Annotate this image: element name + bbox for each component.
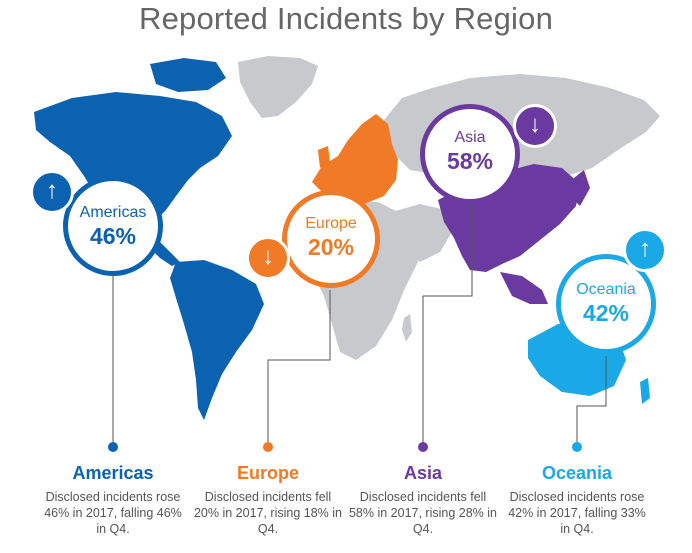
europe-dot xyxy=(263,442,273,452)
americas-dot xyxy=(108,442,118,452)
americas-callout: Americas 46% xyxy=(63,176,163,276)
europe-callout: Europe 20% xyxy=(282,190,380,288)
oceania-callout-name: Oceania xyxy=(576,281,636,298)
madagascar-shape xyxy=(402,314,412,342)
asia-summary: Asia Disclosed incidents fell 58% in 201… xyxy=(348,462,498,537)
new-zealand-shape xyxy=(640,378,650,404)
europe-arrow-down-icon: ↓ xyxy=(246,236,290,280)
greenland-shape xyxy=(238,56,318,118)
americas-description: Disclosed incidents rose 46% in 2017, fa… xyxy=(44,490,182,536)
europe-mainland-shape xyxy=(312,114,398,204)
north-america-shape xyxy=(34,92,232,236)
americas-land xyxy=(34,58,264,420)
americas-heading: Americas xyxy=(72,463,154,483)
oceania-summary: Oceania Disclosed incidents rose 42% in … xyxy=(502,462,652,537)
page-title: Reported Incidents by Region xyxy=(138,1,554,36)
canada-islands-shape xyxy=(150,58,226,92)
asia-dot xyxy=(418,442,428,452)
asia-arrow-down-icon: ↓ xyxy=(513,104,557,148)
asia-callout: Asia 58% xyxy=(420,104,520,204)
asia-description: Disclosed incidents fell 58% in 2017, ri… xyxy=(348,490,497,536)
europe-summary: Europe Disclosed incidents fell 20% in 2… xyxy=(193,462,343,537)
americas-arrow-up-icon: ↑ xyxy=(30,170,74,214)
asia-heading: Asia xyxy=(403,463,443,483)
europe-description: Disclosed incidents fell 20% in 2017, ri… xyxy=(193,490,342,536)
europe-heading: Europe xyxy=(236,463,299,483)
oceania-dot xyxy=(572,442,582,452)
leader-lines xyxy=(112,200,607,447)
japan-shape xyxy=(572,170,590,206)
oceania-arrow-up-icon: ↑ xyxy=(623,228,667,272)
oceania-callout-percent: 42% xyxy=(582,300,630,326)
americas-callout-percent: 46% xyxy=(89,223,137,249)
south-america-shape xyxy=(170,260,264,420)
asia-leader-line xyxy=(422,200,473,447)
oceania-leader-line xyxy=(576,356,607,447)
americas-callout-name: Americas xyxy=(79,204,147,221)
asia-callout-percent: 58% xyxy=(446,148,494,174)
asia-callout-name: Asia xyxy=(454,129,486,146)
uk-shape xyxy=(318,146,330,168)
americas-summary: Americas Disclosed incidents rose 46% in… xyxy=(38,462,188,537)
europe-callout-percent: 20% xyxy=(307,234,355,260)
europe-land xyxy=(312,114,398,204)
southeast-asia-shape xyxy=(500,272,548,304)
europe-callout-name: Europe xyxy=(305,215,357,232)
oceania-heading: Oceania xyxy=(541,463,613,483)
europe-leader-line xyxy=(267,290,331,447)
oceania-description: Disclosed incidents rose 42% in 2017, fa… xyxy=(508,490,646,536)
